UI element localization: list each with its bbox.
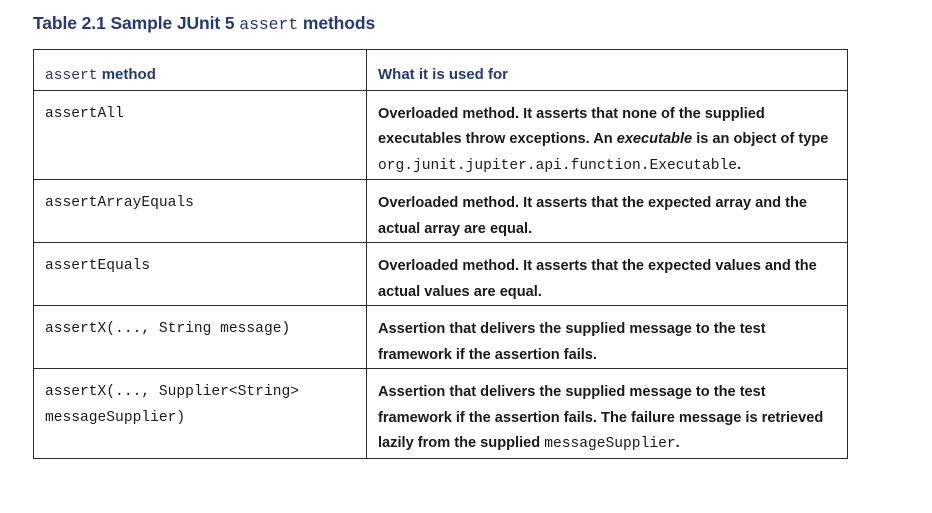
caption-code: assert bbox=[239, 15, 299, 34]
method-description: Assertion that delivers the supplied mes… bbox=[367, 369, 847, 458]
method-description: Overloaded method. It asserts that the e… bbox=[378, 195, 808, 237]
method-name: assertEquals bbox=[45, 258, 151, 274]
assert-methods-table: assert method What it is used for assert… bbox=[33, 49, 848, 459]
table-row: assertAll Overloaded method. It asserts … bbox=[33, 89, 848, 180]
method-name: assertX(..., Supplier<String> messageSupp… bbox=[34, 369, 366, 431]
method-cell: assertAll bbox=[33, 89, 367, 180]
method-cell: assertEquals bbox=[33, 242, 367, 306]
caption-prefix: Table 2.1 Sample JUnit 5 bbox=[33, 13, 240, 33]
description-cell: Overloaded method. It asserts that the e… bbox=[366, 242, 848, 306]
table-header-row: assert method What it is used for bbox=[33, 49, 848, 91]
description-cell: Assertion that delivers the supplied mes… bbox=[366, 305, 848, 369]
table-caption: Table 2.1 Sample JUnit 5 assert methods bbox=[33, 13, 375, 34]
method-cell: assertArrayEquals bbox=[33, 179, 367, 243]
method-cell: assertX(..., Supplier<String> messageSupp… bbox=[33, 368, 367, 459]
header-method-text: method bbox=[97, 66, 156, 83]
description-cell: Overloaded method. It asserts that the e… bbox=[366, 179, 848, 243]
table-row: assertX(..., String message) Assertion t… bbox=[33, 305, 848, 369]
description-code: messageSupplier bbox=[544, 436, 676, 452]
description-text: Overloaded method. It asserts that none … bbox=[378, 105, 765, 148]
table-row: assertX(..., Supplier<String> messageSupp… bbox=[33, 368, 848, 459]
method-name: assertX(..., String message) bbox=[45, 321, 291, 337]
header-cell-method: assert method bbox=[33, 49, 367, 91]
caption-suffix: methods bbox=[298, 13, 376, 33]
description-code: org.junit.jupiter.api.function.Executabl… bbox=[378, 157, 738, 174]
description-text: Assertion that delivers the supplied mes… bbox=[378, 384, 824, 451]
description-cell: Assertion that delivers the supplied mes… bbox=[366, 368, 848, 459]
description-text: . bbox=[737, 156, 742, 173]
description-italic: executable bbox=[616, 131, 693, 147]
method-description: Overloaded method. It asserts that none … bbox=[367, 91, 847, 180]
method-name: assertAll bbox=[45, 105, 124, 122]
description-text: is an object of type bbox=[692, 131, 829, 147]
table-row: assertEquals Overloaded method. It asser… bbox=[33, 242, 848, 306]
description-text: . bbox=[675, 435, 680, 451]
method-name-line: messageSupplier) bbox=[45, 409, 186, 426]
method-name: assertArrayEquals bbox=[45, 195, 194, 211]
method-cell: assertX(..., String message) bbox=[33, 305, 367, 369]
table-row: assertArrayEquals Overloaded method. It … bbox=[33, 179, 848, 243]
method-name-line: assertX(..., Supplier<String> bbox=[45, 384, 299, 400]
header-method-code: assert bbox=[45, 68, 98, 84]
header-usage-text: What it is used for bbox=[378, 66, 509, 83]
description-cell: Overloaded method. It asserts that none … bbox=[366, 89, 848, 180]
method-description: Overloaded method. It asserts that the e… bbox=[378, 258, 817, 300]
header-cell-usage: What it is used for bbox=[366, 49, 848, 91]
method-description: Assertion that delivers the supplied mes… bbox=[378, 321, 766, 363]
